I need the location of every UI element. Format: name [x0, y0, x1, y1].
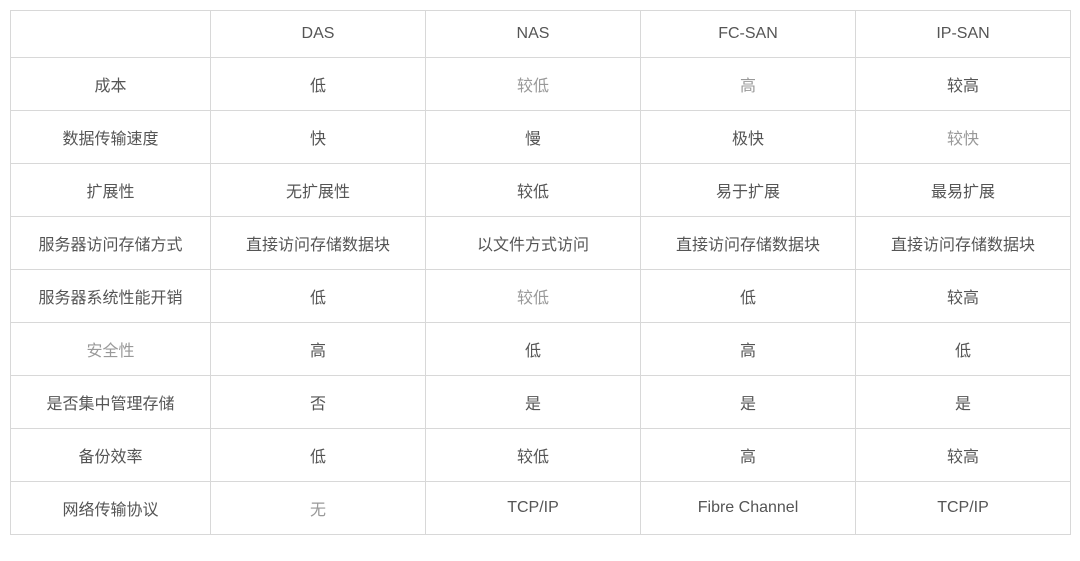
table-row: 服务器系统性能开销低较低低较高 — [11, 270, 1071, 323]
table-cell: 高 — [641, 429, 856, 482]
table-cell: TCP/IP — [856, 482, 1071, 535]
table-cell: 较高 — [856, 429, 1071, 482]
row-label: 扩展性 — [11, 164, 211, 217]
table-cell: 高 — [641, 323, 856, 376]
table-cell: 低 — [211, 58, 426, 111]
table-cell: 较高 — [856, 270, 1071, 323]
table-cell: 较快 — [856, 111, 1071, 164]
table-header-ipsan: IP-SAN — [856, 11, 1071, 58]
table-cell: 低 — [856, 323, 1071, 376]
table-cell: 慢 — [426, 111, 641, 164]
table-header-fcsan: FC-SAN — [641, 11, 856, 58]
table-row: 安全性高低高低 — [11, 323, 1071, 376]
table-cell: Fibre Channel — [641, 482, 856, 535]
storage-comparison-table: DAS NAS FC-SAN IP-SAN 成本低较低高较高数据传输速度快慢极快… — [10, 10, 1071, 535]
row-label: 数据传输速度 — [11, 111, 211, 164]
table-cell: 极快 — [641, 111, 856, 164]
table-cell: 高 — [211, 323, 426, 376]
table-cell: 较高 — [856, 58, 1071, 111]
table-cell: 以文件方式访问 — [426, 217, 641, 270]
table-cell: TCP/IP — [426, 482, 641, 535]
table-row: 数据传输速度快慢极快较快 — [11, 111, 1071, 164]
row-label: 服务器系统性能开销 — [11, 270, 211, 323]
row-label: 服务器访问存储方式 — [11, 217, 211, 270]
table-cell: 较低 — [426, 270, 641, 323]
table-cell: 较低 — [426, 58, 641, 111]
table-row: 扩展性无扩展性较低易于扩展最易扩展 — [11, 164, 1071, 217]
table-cell: 无扩展性 — [211, 164, 426, 217]
table-cell: 易于扩展 — [641, 164, 856, 217]
table-row: 成本低较低高较高 — [11, 58, 1071, 111]
table-body: 成本低较低高较高数据传输速度快慢极快较快扩展性无扩展性较低易于扩展最易扩展服务器… — [11, 58, 1071, 535]
row-label: 备份效率 — [11, 429, 211, 482]
row-label: 成本 — [11, 58, 211, 111]
table-row: 网络传输协议无TCP/IPFibre ChannelTCP/IP — [11, 482, 1071, 535]
table-row: 备份效率低较低高较高 — [11, 429, 1071, 482]
table-cell: 直接访问存储数据块 — [856, 217, 1071, 270]
row-label: 安全性 — [11, 323, 211, 376]
table-header-empty — [11, 11, 211, 58]
table-header-das: DAS — [211, 11, 426, 58]
table-cell: 低 — [426, 323, 641, 376]
table-cell: 高 — [641, 58, 856, 111]
table-cell: 较低 — [426, 164, 641, 217]
row-label: 网络传输协议 — [11, 482, 211, 535]
table-row: 是否集中管理存储否是是是 — [11, 376, 1071, 429]
table-cell: 是 — [641, 376, 856, 429]
table-cell: 是 — [426, 376, 641, 429]
table-cell: 否 — [211, 376, 426, 429]
table-cell: 快 — [211, 111, 426, 164]
table-cell: 直接访问存储数据块 — [641, 217, 856, 270]
table-cell: 低 — [641, 270, 856, 323]
table-cell: 无 — [211, 482, 426, 535]
table-cell: 较低 — [426, 429, 641, 482]
table-header-row: DAS NAS FC-SAN IP-SAN — [11, 11, 1071, 58]
row-label: 是否集中管理存储 — [11, 376, 211, 429]
table-cell: 直接访问存储数据块 — [211, 217, 426, 270]
table-row: 服务器访问存储方式直接访问存储数据块以文件方式访问直接访问存储数据块直接访问存储… — [11, 217, 1071, 270]
table-cell: 最易扩展 — [856, 164, 1071, 217]
table-header-nas: NAS — [426, 11, 641, 58]
table-cell: 是 — [856, 376, 1071, 429]
table-cell: 低 — [211, 270, 426, 323]
table-cell: 低 — [211, 429, 426, 482]
